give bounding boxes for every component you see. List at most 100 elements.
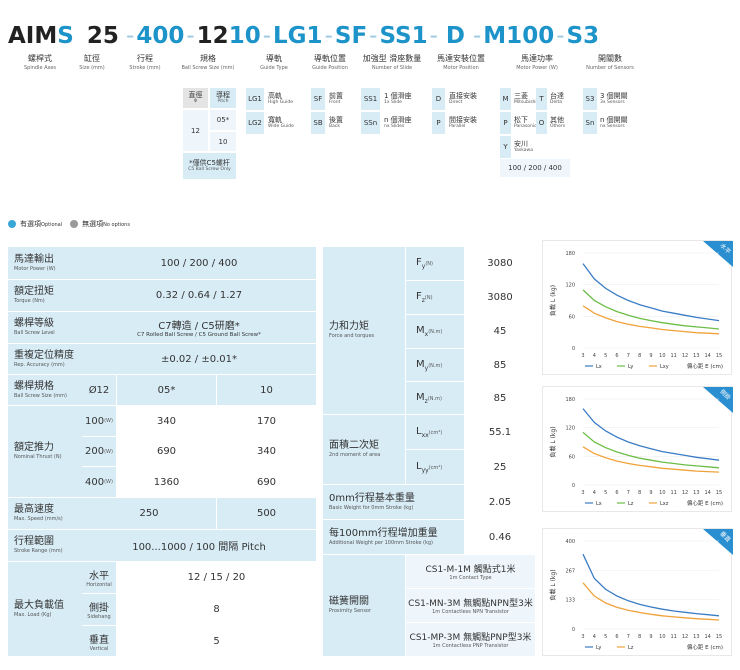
legend-label: Lz: [628, 645, 634, 651]
thrust-value: 170: [217, 406, 316, 436]
y-tick-label: 60: [569, 314, 575, 320]
x-tick-label: 11: [670, 634, 676, 640]
code-part: SS1: [379, 23, 428, 49]
legend-label: Lz: [628, 501, 634, 507]
value-speed-2: 500: [217, 498, 316, 529]
label-thrust: 額定推力 Nominal Thrust (N): [8, 406, 82, 497]
x-tick-label: 11: [670, 490, 676, 496]
force-value: 3080: [465, 247, 535, 280]
force-key: Mx(N.m): [406, 315, 464, 348]
value-screw-dia: Ø12: [82, 375, 116, 405]
motor-power-options: 100 / 200 / 400: [500, 159, 570, 177]
x-tick-label: 6: [615, 490, 618, 496]
code-part: -: [186, 23, 195, 49]
value-torque: 0.32 / 0.64 / 1.27: [82, 280, 316, 311]
x-tick-label: 8: [638, 490, 641, 496]
thrust-value: 1360: [117, 467, 216, 497]
slide-desc-2: n 個滑座 nx Slides: [384, 116, 412, 129]
spec-pitch-2: 10: [210, 132, 236, 151]
chart-badge: [703, 241, 733, 267]
code-part: -: [324, 23, 333, 49]
sensor-code-1: S3: [583, 88, 597, 110]
x-tick-label: 10: [659, 490, 665, 496]
label-max-load: 最大負載值 Max. Load (Kg): [8, 562, 82, 656]
series-line-lxy: [582, 305, 720, 335]
sensor-option: CS1-MN-3M 無觸點NPN型3米 1m Contactless NPN Tr…: [406, 589, 535, 622]
area-value: 25: [465, 450, 535, 484]
caption-spindle: 螺桿式 Spindle Axes: [23, 54, 57, 71]
guide-desc-1: 高軌 High Guide: [268, 92, 293, 105]
label-torque: 額定扭矩 Torque (Nm): [8, 280, 82, 311]
x-axis-label: 偏心距 E (cm): [687, 499, 723, 507]
x-tick-label: 7: [627, 490, 630, 496]
thrust-power-100: 100 (W): [82, 406, 116, 436]
value-screw-pitch-1: 05*: [117, 375, 216, 405]
caption-screw: 規格 Ball Screw Size (mm): [181, 54, 235, 71]
code-part: LG1: [273, 23, 323, 49]
legend-label: Lxy: [660, 364, 669, 370]
x-tick-label: 12: [682, 353, 688, 359]
caption-motor-power: 馬達功率 Motor Power (W): [516, 54, 558, 71]
label-screw-level: 螺桿等級 Ball Screw Level: [8, 312, 82, 343]
spec-note: *僅供C5螺杆 C5 Ball Screw Only: [183, 153, 236, 179]
x-tick-label: 6: [615, 353, 618, 359]
motor-desc-y: 安川 Yaskawa: [514, 140, 533, 153]
code-part: -: [556, 23, 565, 49]
legend-no-options: 無選項No options: [82, 220, 130, 228]
caption-motor-pos: 馬達安裝位置 Motor Position: [437, 54, 485, 71]
y-axis-label: 負載 L (kg): [549, 569, 557, 600]
slide-desc-1: 1 個滑座 1x Slide: [384, 92, 412, 105]
y-tick-label: 0: [572, 627, 575, 633]
spec-pitch-1: 05*: [210, 110, 236, 130]
legend-label: Ly: [596, 645, 601, 651]
x-tick-label: 3: [581, 490, 584, 496]
legend-label: Lx: [596, 364, 602, 370]
motor-desc-o: 其他 Others: [550, 116, 566, 129]
force-value: 85: [465, 349, 535, 381]
y-tick-label: 120: [565, 283, 575, 289]
guide-code-1: LG1: [246, 88, 264, 110]
x-tick-label: 5: [604, 353, 607, 359]
load-horizontal-label: 水平 Horizontal: [82, 562, 116, 593]
value-stroke: 100...1000 / 100 間隔 Pitch: [82, 530, 316, 561]
value-base-weight: 2.05: [465, 485, 535, 519]
value-accuracy: ±0.02 / ±0.01*: [82, 344, 316, 374]
x-tick-label: 15: [716, 353, 722, 359]
x-tick-label: 10: [659, 353, 665, 359]
pos-desc-1: 前置 Front: [329, 92, 343, 105]
pos-code-1: SF: [311, 88, 325, 110]
series-line-lx: [582, 263, 720, 322]
sensor-option: CS1-MP-3M 無觸點PNP型3米 1m Contactless PNP Tr…: [406, 623, 535, 656]
x-tick-label: 15: [716, 490, 722, 496]
code-part: 400: [136, 23, 185, 49]
y-tick-label: 400: [565, 539, 575, 545]
motor-pos-code-2: P: [432, 112, 445, 134]
label-motor-power: 馬達輸出 Motor Power (W): [8, 247, 82, 279]
code-part: M100: [483, 23, 555, 49]
motor-code-y: Y: [500, 136, 511, 158]
y-tick-label: 60: [569, 454, 575, 460]
x-tick-label: 4: [593, 634, 596, 640]
motor-code-p: P: [500, 112, 511, 134]
thrust-power-400: 400 (W): [82, 467, 116, 497]
label-screw-size: 螺桿規格 Ball Screw Size (mm): [8, 375, 82, 405]
caption-guide: 導軌 Guide Type: [260, 54, 288, 71]
force-value: 85: [465, 382, 535, 414]
legend-label: Lx: [596, 501, 602, 507]
code-part: S3: [566, 23, 600, 49]
y-tick-label: 0: [572, 483, 575, 489]
x-axis-label: 偏心距 E (cm): [687, 643, 723, 651]
x-tick-label: 13: [693, 490, 699, 496]
spec-dia: 12: [183, 110, 208, 151]
x-tick-label: 7: [627, 634, 630, 640]
code-part: -: [369, 23, 378, 49]
label-force: 力和力矩 Force and torques: [323, 247, 405, 414]
x-tick-label: 13: [693, 353, 699, 359]
sensor-code-2: Sn: [583, 112, 597, 134]
motor-code-t: T: [536, 88, 547, 110]
load-vertical-label: 垂直 Vertical: [82, 626, 116, 656]
thrust-value: 690: [117, 437, 216, 466]
series-line-lz: [582, 431, 720, 469]
